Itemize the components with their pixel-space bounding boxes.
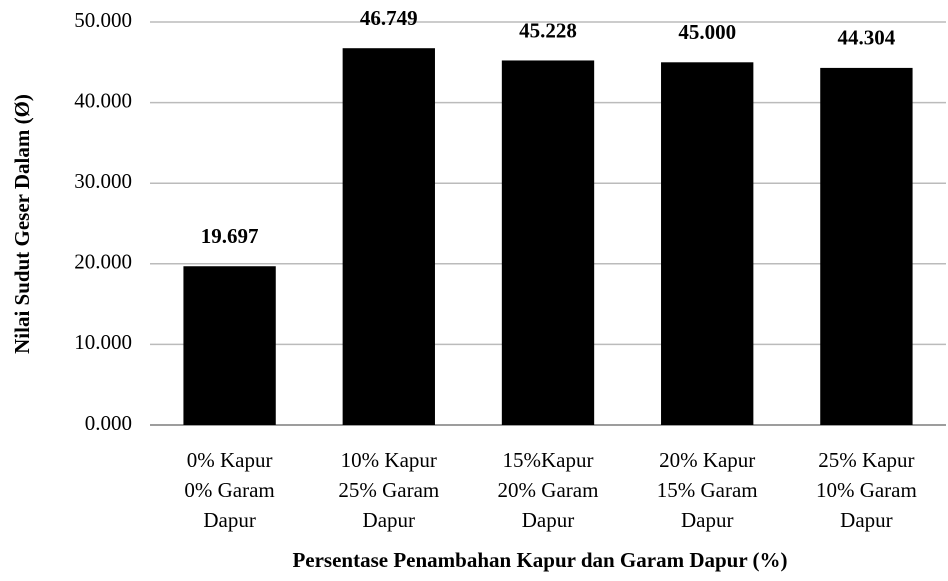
y-tick-label: 20.000 bbox=[74, 250, 132, 274]
data-label: 44.304 bbox=[838, 26, 896, 50]
y-axis-title: Nilai Sudut Geser Dalam (Ø) bbox=[10, 94, 34, 354]
bar bbox=[661, 62, 754, 426]
y-tick-label: 50.000 bbox=[74, 8, 132, 32]
data-label: 46.749 bbox=[360, 6, 418, 30]
bar bbox=[501, 60, 595, 426]
data-label: 19.697 bbox=[201, 224, 259, 248]
x-tick-label: 25% Kapur 10% Garam Dapur bbox=[816, 448, 917, 532]
x-tick-label: 20% Kapur 15% Garam Dapur bbox=[657, 448, 758, 532]
y-tick-label: 30.000 bbox=[74, 169, 132, 193]
bar bbox=[342, 48, 435, 425]
bar bbox=[183, 266, 276, 425]
y-tick-label: 10.000 bbox=[74, 330, 132, 354]
y-tick-label: 0.000 bbox=[85, 411, 132, 435]
y-tick-label: 40.000 bbox=[74, 88, 132, 112]
x-axis-title: Persentase Penambahan Kapur dan Garam Da… bbox=[292, 548, 787, 572]
data-label: 45.228 bbox=[519, 18, 577, 42]
bar bbox=[820, 67, 913, 425]
x-tick-label: 10% Kapur 25% Garam Dapur bbox=[338, 448, 439, 532]
data-label: 45.000 bbox=[678, 20, 736, 44]
x-tick-label: 15%Kapur 20% Garam Dapur bbox=[498, 448, 599, 532]
x-tick-label: 0% Kapur 0% Garam Dapur bbox=[184, 448, 274, 532]
